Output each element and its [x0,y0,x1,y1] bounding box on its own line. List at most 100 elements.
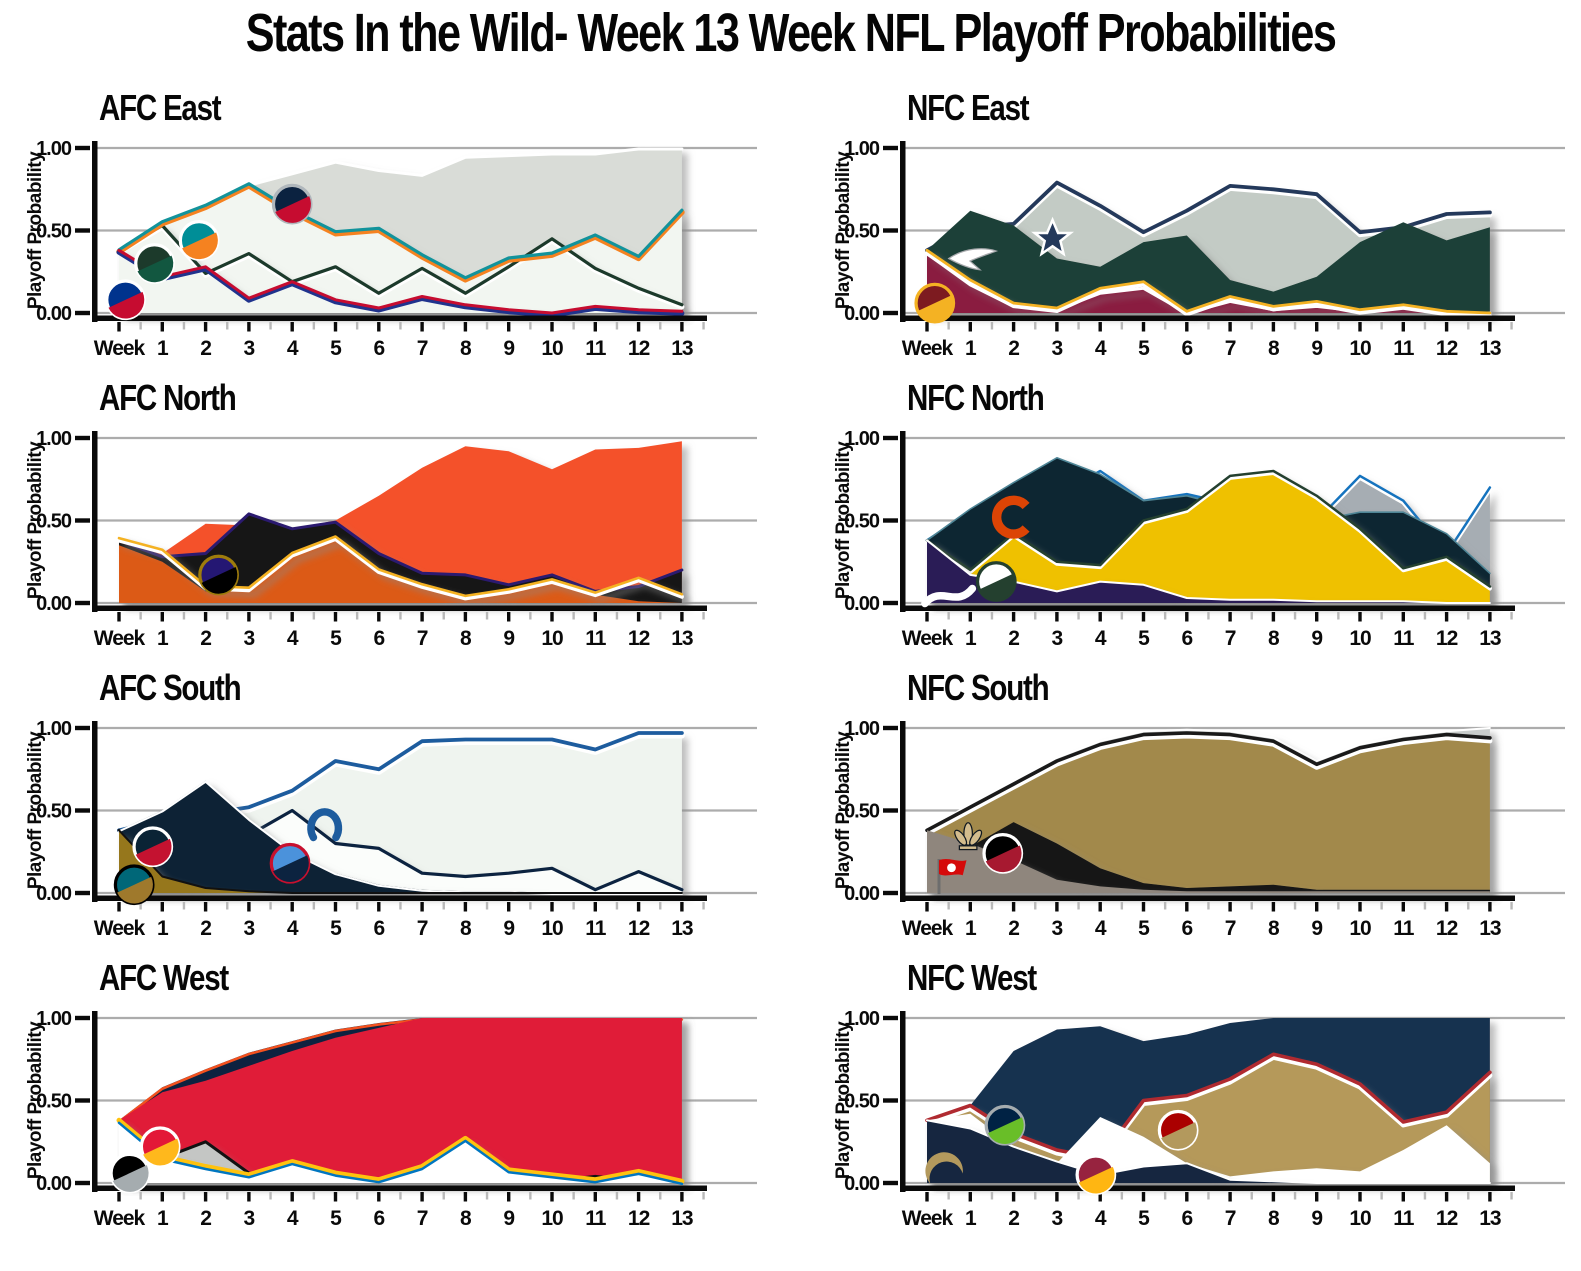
seahawks-logo [984,1104,1026,1146]
x-minor-tick [1077,1192,1080,1200]
x-minor-tick [269,902,272,910]
x-tick-label: 5 [330,1207,342,1230]
x-major-tick [1358,322,1362,332]
x-major-tick [1488,1192,1492,1202]
x-minor-tick [1207,322,1210,330]
x-tick-label: 11 [585,627,607,650]
x-minor-tick [1337,612,1340,620]
x-major-tick [463,902,468,912]
x-tick-label: 11 [1393,627,1415,650]
chart-panel-afc-west: AFC West 1.00 0.50 0.00 Week 1 2 3 4 5 6 7 8 9 10 11 12… [15,956,775,1244]
y-axis-title: Playoff Probability [833,731,854,889]
rams-area [927,1120,1490,1183]
x-minor-tick [1423,612,1427,620]
dolphins-line [116,182,685,283]
x-tick-label: 3 [244,1207,255,1230]
y-tick-label: 1.00 [844,718,880,740]
x-minor-tick [572,902,575,910]
x-minor-tick [1077,322,1080,330]
chart-panel-nfc-south: NFC South 1.00 0.50 0.00 Week 1 2 3 4 5 6 7 8 9 10 11 1… [823,666,1581,954]
x-axis-spine [92,315,707,321]
x-minor-tick [226,1192,229,1200]
division-title-nfc-east: NFC East [907,87,1030,128]
x-tick-label: 4 [1095,1207,1107,1230]
x-major-tick [1401,612,1405,622]
x-minor-tick [1423,1192,1427,1200]
x-tick-label: 11 [1393,917,1415,940]
x-major-tick [1055,1192,1059,1202]
x-major-tick [1141,612,1146,622]
y-tick-label: 1.00 [36,428,72,450]
x-minor-tick [399,1192,402,1200]
cardinals-logo [1075,1154,1117,1196]
jaguars-line [118,829,683,894]
figure-title: Stats In the Wild- Week 13 Week NFL Play… [245,3,1337,63]
x-tick-label: 8 [1268,1207,1280,1230]
bills-logo [105,279,146,321]
x-tick-label: 1 [965,1207,977,1230]
x-tick-label: 5 [330,917,342,940]
x-major-tick [333,322,338,332]
x-tick-label: 9 [1311,1207,1322,1230]
x-major-tick [247,1192,251,1202]
y-tick [75,1098,90,1103]
x-major-tick [1011,902,1016,912]
x-major-tick [1271,902,1276,912]
x-tick-label: 6 [1181,1207,1192,1230]
x-tick-label: 10 [541,1207,563,1230]
x-tick-label: 7 [417,337,428,360]
x-major-tick [968,1192,972,1202]
x-tick-label: 4 [287,627,299,650]
x-major-tick [247,612,251,622]
x-tick-label: 11 [1393,1207,1415,1230]
y-tick [75,725,90,731]
x-minor-tick [355,1192,359,1200]
x-minor-tick [139,1192,142,1200]
x-tick-label: 8 [460,337,472,360]
division-title-nfc-south: NFC South [907,667,1050,708]
x-major-tick [1444,322,1449,332]
x-major-tick [1315,322,1319,332]
x-major-tick [593,322,597,332]
x-major-tick [1271,612,1276,622]
x-minor-tick [659,902,662,910]
x-minor-tick [485,1192,489,1200]
x-major-tick [1228,612,1232,622]
x-minor-tick [702,612,705,620]
x-minor-tick [1423,322,1427,330]
x-tick-label: 3 [244,337,255,360]
x-minor-tick [1423,902,1427,910]
x-tick-label: 12 [1436,337,1458,360]
chiefs-area [119,1018,682,1183]
x-minor-tick [399,902,402,910]
y-axis-spine [900,431,906,612]
x-tick-label: 5 [330,337,342,360]
x-tick-label: 12 [1436,917,1458,940]
x-tick-label: 6 [373,1207,384,1230]
x-minor-tick [659,612,662,620]
x-minor-tick [226,612,229,620]
x-major-tick [290,1192,294,1202]
packers-logo [975,561,1017,602]
x-minor-tick [139,612,142,620]
x-major-tick [1271,1192,1276,1202]
y-tick-label: 0.50 [844,511,880,533]
y-tick-label: 1.00 [844,1008,880,1030]
x-minor-tick [1120,322,1124,330]
buccaneers-logo [937,859,967,894]
x-minor-tick [1250,612,1253,620]
x-tick-label: 3 [244,627,255,650]
x-tick-label: 3 [1052,917,1063,940]
x-major-tick [117,1192,121,1202]
x-major-tick [1185,1192,1189,1202]
x-minor-tick [269,612,272,620]
jaguars-area [119,830,682,893]
x-major-tick [247,902,251,912]
x-major-tick [333,612,338,622]
y-tick [75,145,90,151]
x-minor-tick [947,322,950,330]
x-tick-label: 2 [200,627,211,650]
chart-panel-afc-south: AFC South 1.00 0.50 0.00 Week 1 2 3 4 5 6 7 8 9 10 11 1… [15,666,775,954]
